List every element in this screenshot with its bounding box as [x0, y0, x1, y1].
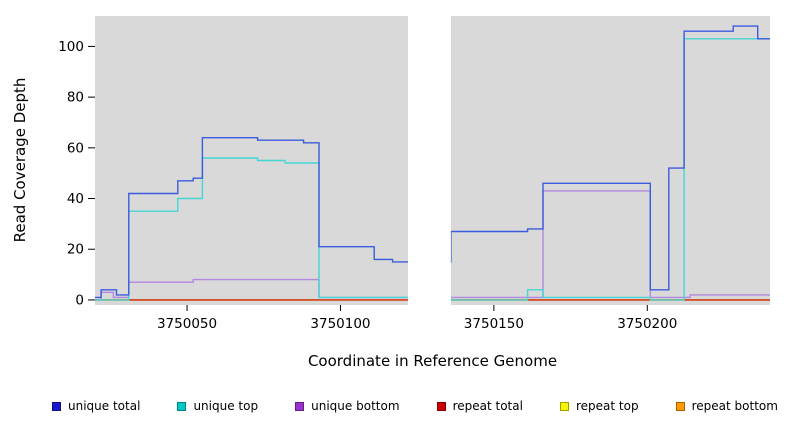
y-tick-label: 0	[75, 292, 84, 308]
legend-swatch-repeat-total	[436, 401, 446, 411]
legend-swatch-repeat-bottom	[675, 401, 685, 411]
y-tick-label: 60	[67, 140, 84, 156]
legend-item-repeat-bottom: repeat bottom	[675, 399, 778, 413]
x-tick-label: 3750150	[464, 316, 524, 332]
legend-item-repeat-total: repeat total	[436, 399, 523, 413]
y-axis-title: Read Coverage Depth	[11, 77, 29, 243]
legend-swatch-unique-total	[52, 401, 61, 411]
y-tick-label: 40	[67, 191, 84, 207]
legend-label-unique-total: unique total	[68, 399, 141, 413]
x-tick-label: 3750050	[157, 316, 217, 332]
legend-label-repeat-total: repeat total	[452, 399, 523, 413]
legend-item-unique-bottom: unique bottom	[295, 399, 400, 413]
legend-label-unique-top: unique top	[193, 399, 259, 413]
x-axis-title: Coordinate in Reference Genome	[307, 352, 558, 370]
coverage-step-plot: 3750050 3750100 3750150 3750200 0 20 40 60 80 100	[58, 15, 770, 332]
y-tick-label: 20	[67, 242, 84, 258]
x-tick-label: 3750200	[617, 316, 677, 332]
series-line-unique-total	[95, 25, 770, 299]
legend-swatch-unique-bottom	[295, 401, 305, 411]
legend: unique total unique top unique bottom repea…	[0, 399, 792, 413]
y-tick-label: 100	[58, 39, 84, 55]
legend-swatch-repeat-top	[559, 401, 569, 411]
legend-label-unique-bottom: unique bottom	[311, 399, 400, 413]
legend-label-repeat-top: repeat top	[575, 399, 639, 413]
legend-item-unique-total: unique total	[52, 399, 140, 413]
y-tick-label: 80	[67, 90, 84, 106]
no-data-gap	[407, 15, 451, 306]
legend-label-repeat-bottom: repeat bottom	[691, 399, 778, 413]
x-tick-label: 3750100	[310, 316, 370, 332]
legend-item-unique-top: unique top	[177, 399, 258, 413]
legend-swatch-unique-top	[177, 401, 187, 411]
legend-item-repeat-top: repeat top	[559, 399, 639, 413]
